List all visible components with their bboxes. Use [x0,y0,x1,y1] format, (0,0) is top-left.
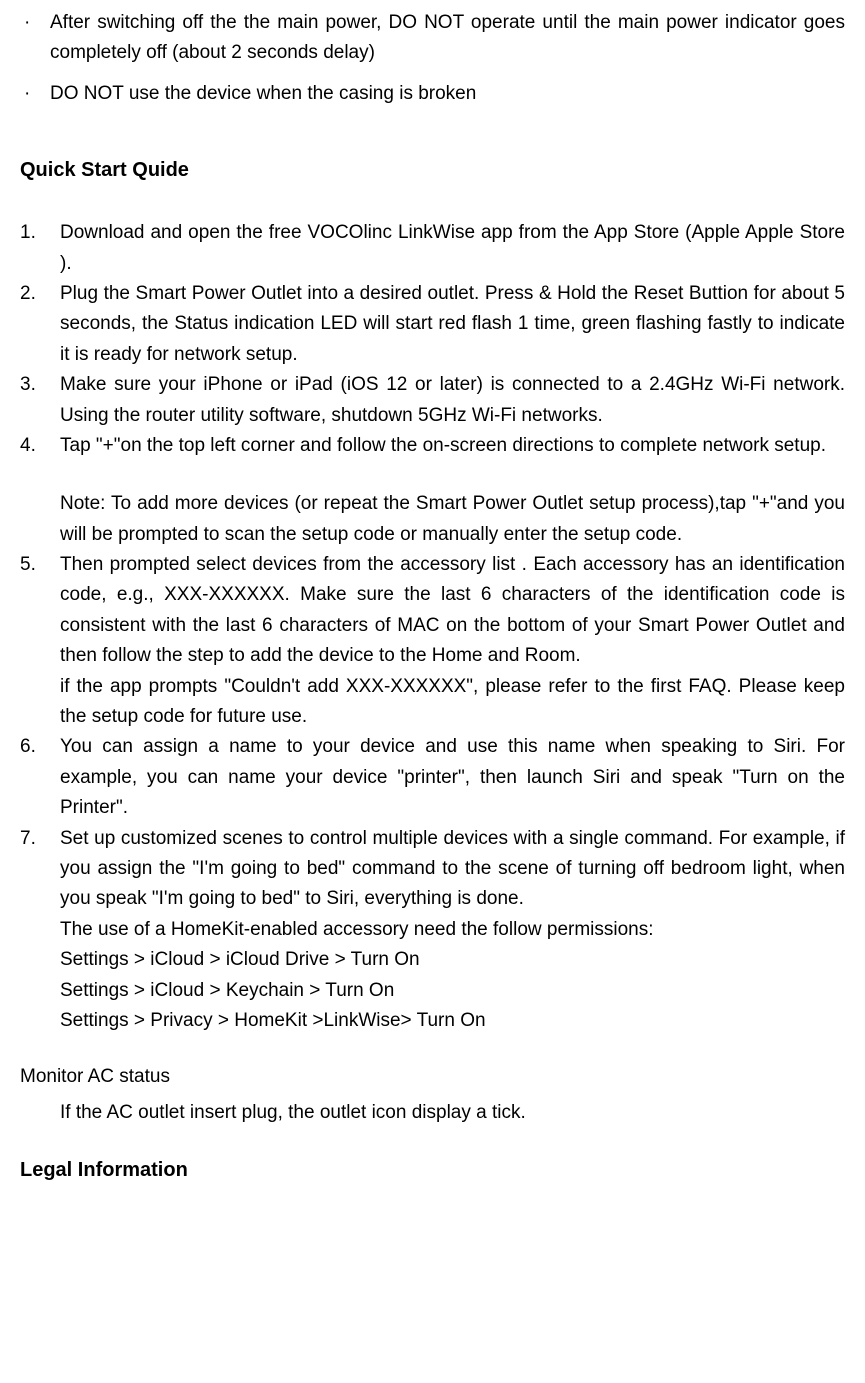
step-body: Tap "+"on the top left corner and follow… [60,431,845,550]
step-paragraph: Set up customized scenes to control mult… [60,824,845,915]
bullet-marker-icon: · [20,79,50,109]
step-paragraph: The use of a HomeKit-enabled accessory n… [60,915,845,945]
step-paragraph: Then prompted select devices from the ac… [60,550,845,672]
step-paragraph: Settings > Privacy > HomeKit >LinkWise> … [60,1006,845,1036]
safety-bullet-list: ·After switching off the the main power,… [20,8,845,109]
step-number: 3. [20,370,60,431]
step-number: 2. [20,279,60,370]
bullet-marker-icon: · [20,8,50,69]
step-item: 3.Make sure your iPhone or iPad (iOS 12 … [20,370,845,431]
step-paragraph: Note: To add more devices (or repeat the… [60,489,845,550]
step-body: Make sure your iPhone or iPad (iOS 12 or… [60,370,845,431]
legal-heading: Legal Information [20,1159,845,1182]
step-body: Download and open the free VOCOlinc Link… [60,218,845,279]
step-item: 4.Tap "+"on the top left corner and foll… [20,431,845,550]
bullet-text: After switching off the the main power, … [50,8,845,69]
step-item: 7.Set up customized scenes to control mu… [20,824,845,1037]
paragraph-gap [60,461,845,489]
quick-start-heading: Quick Start Quide [20,159,845,182]
step-item: 2.Plug the Smart Power Outlet into a des… [20,279,845,370]
step-number: 7. [20,824,60,1037]
step-body: Then prompted select devices from the ac… [60,550,845,732]
step-paragraph: Settings > iCloud > Keychain > Turn On [60,976,845,1006]
step-paragraph: if the app prompts "Couldn't add XXX-XXX… [60,672,845,733]
step-paragraph: Download and open the free VOCOlinc Link… [60,218,845,279]
step-body: You can assign a name to your device and… [60,732,845,823]
step-paragraph: Settings > iCloud > iCloud Drive > Turn … [60,945,845,975]
step-number: 4. [20,431,60,550]
step-paragraph: You can assign a name to your device and… [60,732,845,823]
step-paragraph: Plug the Smart Power Outlet into a desir… [60,279,845,370]
monitor-text: If the AC outlet insert plug, the outlet… [60,1098,845,1128]
quick-start-steps: 1.Download and open the free VOCOlinc Li… [20,218,845,1036]
step-paragraph: Make sure your iPhone or iPad (iOS 12 or… [60,370,845,431]
step-number: 6. [20,732,60,823]
step-item: 6.You can assign a name to your device a… [20,732,845,823]
bullet-text: DO NOT use the device when the casing is… [50,79,845,109]
step-number: 5. [20,550,60,732]
step-item: 5.Then prompted select devices from the … [20,550,845,732]
step-body: Set up customized scenes to control mult… [60,824,845,1037]
bullet-item: ·DO NOT use the device when the casing i… [20,79,845,109]
step-number: 1. [20,218,60,279]
step-body: Plug the Smart Power Outlet into a desir… [60,279,845,370]
bullet-item: ·After switching off the the main power,… [20,8,845,69]
monitor-heading: Monitor AC status [20,1066,845,1088]
step-paragraph: Tap "+"on the top left corner and follow… [60,431,845,461]
step-item: 1.Download and open the free VOCOlinc Li… [20,218,845,279]
